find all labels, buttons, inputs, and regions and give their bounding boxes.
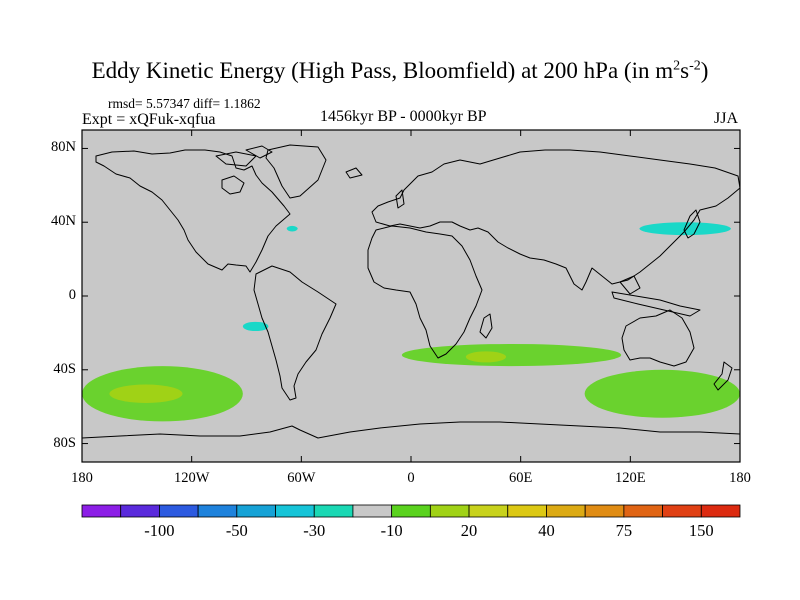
colorbar-tick-label: -10 [380, 521, 403, 540]
y-tick-label: 80S [53, 434, 76, 451]
iceland-coast [345, 167, 363, 179]
hudson-bay-coast [221, 175, 245, 195]
season-label: JJA [714, 110, 739, 127]
north-america-coast [95, 149, 291, 273]
antarctica-coast [82, 421, 740, 439]
colorbar [81, 504, 741, 518]
x-tick-label: 60E [508, 470, 533, 486]
x-tick-label: 180 [729, 470, 751, 486]
maritime-continent-coast [611, 275, 701, 317]
x-tick-label: 120E [615, 470, 646, 486]
x-tick-label: 120W [173, 470, 210, 486]
colorbar-tick-label: 20 [460, 521, 478, 540]
period-label: 1456kyr BP - 0000kyr BP [320, 108, 487, 125]
anomaly-region-north-pacific-negative [639, 222, 731, 236]
colorbar-swatch [546, 504, 586, 518]
colorbar-tick-label: 150 [688, 521, 714, 540]
colorbar-swatch [623, 504, 663, 518]
x-tick-label: 0 [407, 470, 415, 486]
colorbar-tick-label: -30 [303, 521, 326, 540]
plot-title: Eddy Kinetic Energy (High Pass, Bloomfie… [91, 58, 709, 83]
colorbar-swatch [275, 504, 315, 518]
colorbar-swatch [429, 504, 470, 518]
x-tick-label: 180 [71, 470, 93, 486]
japan-coast [683, 209, 701, 239]
colorbar-swatch [507, 504, 547, 518]
anomaly-region-australia-south-positive [584, 369, 740, 418]
africa-coast [367, 225, 483, 359]
new-zealand-coast [713, 361, 733, 391]
colorbar-swatch [313, 504, 354, 518]
anomaly-region-south-indian-core [465, 351, 507, 363]
colorbar-swatch [584, 504, 625, 518]
colorbar-tick-label: 75 [615, 521, 633, 540]
australia-coast [621, 309, 695, 367]
colorbar-swatch [197, 504, 238, 518]
colorbar-swatch [352, 504, 393, 518]
colorbar-swatch [662, 504, 702, 518]
colorbar-swatch [236, 504, 276, 518]
colorbar-swatch [120, 504, 160, 518]
stats-text: rmsd= 5.57347 diff= 1.1862 [108, 96, 261, 111]
y-tick-label: 80N [51, 139, 76, 156]
y-tick-label: 40S [53, 360, 76, 377]
coastlines [82, 144, 740, 439]
canadian-arctic-islands [215, 145, 273, 167]
madagascar-coast [479, 313, 493, 339]
south-america-coast [253, 265, 337, 401]
colorbar-tick-label: -100 [144, 521, 175, 540]
colorbar-swatch [81, 504, 122, 518]
colorbar-swatch [391, 504, 431, 518]
anomaly-region-north-atlantic-negative [286, 225, 298, 232]
y-tick-label: 0 [68, 287, 76, 303]
british-isles-coast [395, 189, 405, 209]
anomaly-regions [82, 222, 740, 422]
colorbar-swatch [468, 504, 509, 518]
eurasia-coast [371, 149, 740, 291]
anomaly-region-east-pacific-negative [242, 321, 269, 332]
colorbar-swatch [700, 504, 741, 518]
colorbar-tick-label: 40 [538, 521, 555, 540]
anomaly-region-south-pacific-core [109, 384, 183, 403]
x-tick-label: 60W [287, 470, 316, 486]
axis-ticks [81, 130, 741, 462]
colorbar-swatch [159, 504, 199, 518]
experiment-label: Expt = xQFuk-xqfua [82, 111, 216, 128]
greenland-coast [265, 144, 327, 199]
anomaly-region-south-indian-positive [401, 343, 622, 367]
colorbar-tick-label: -50 [225, 521, 248, 540]
y-tick-label: 40N [51, 213, 76, 230]
